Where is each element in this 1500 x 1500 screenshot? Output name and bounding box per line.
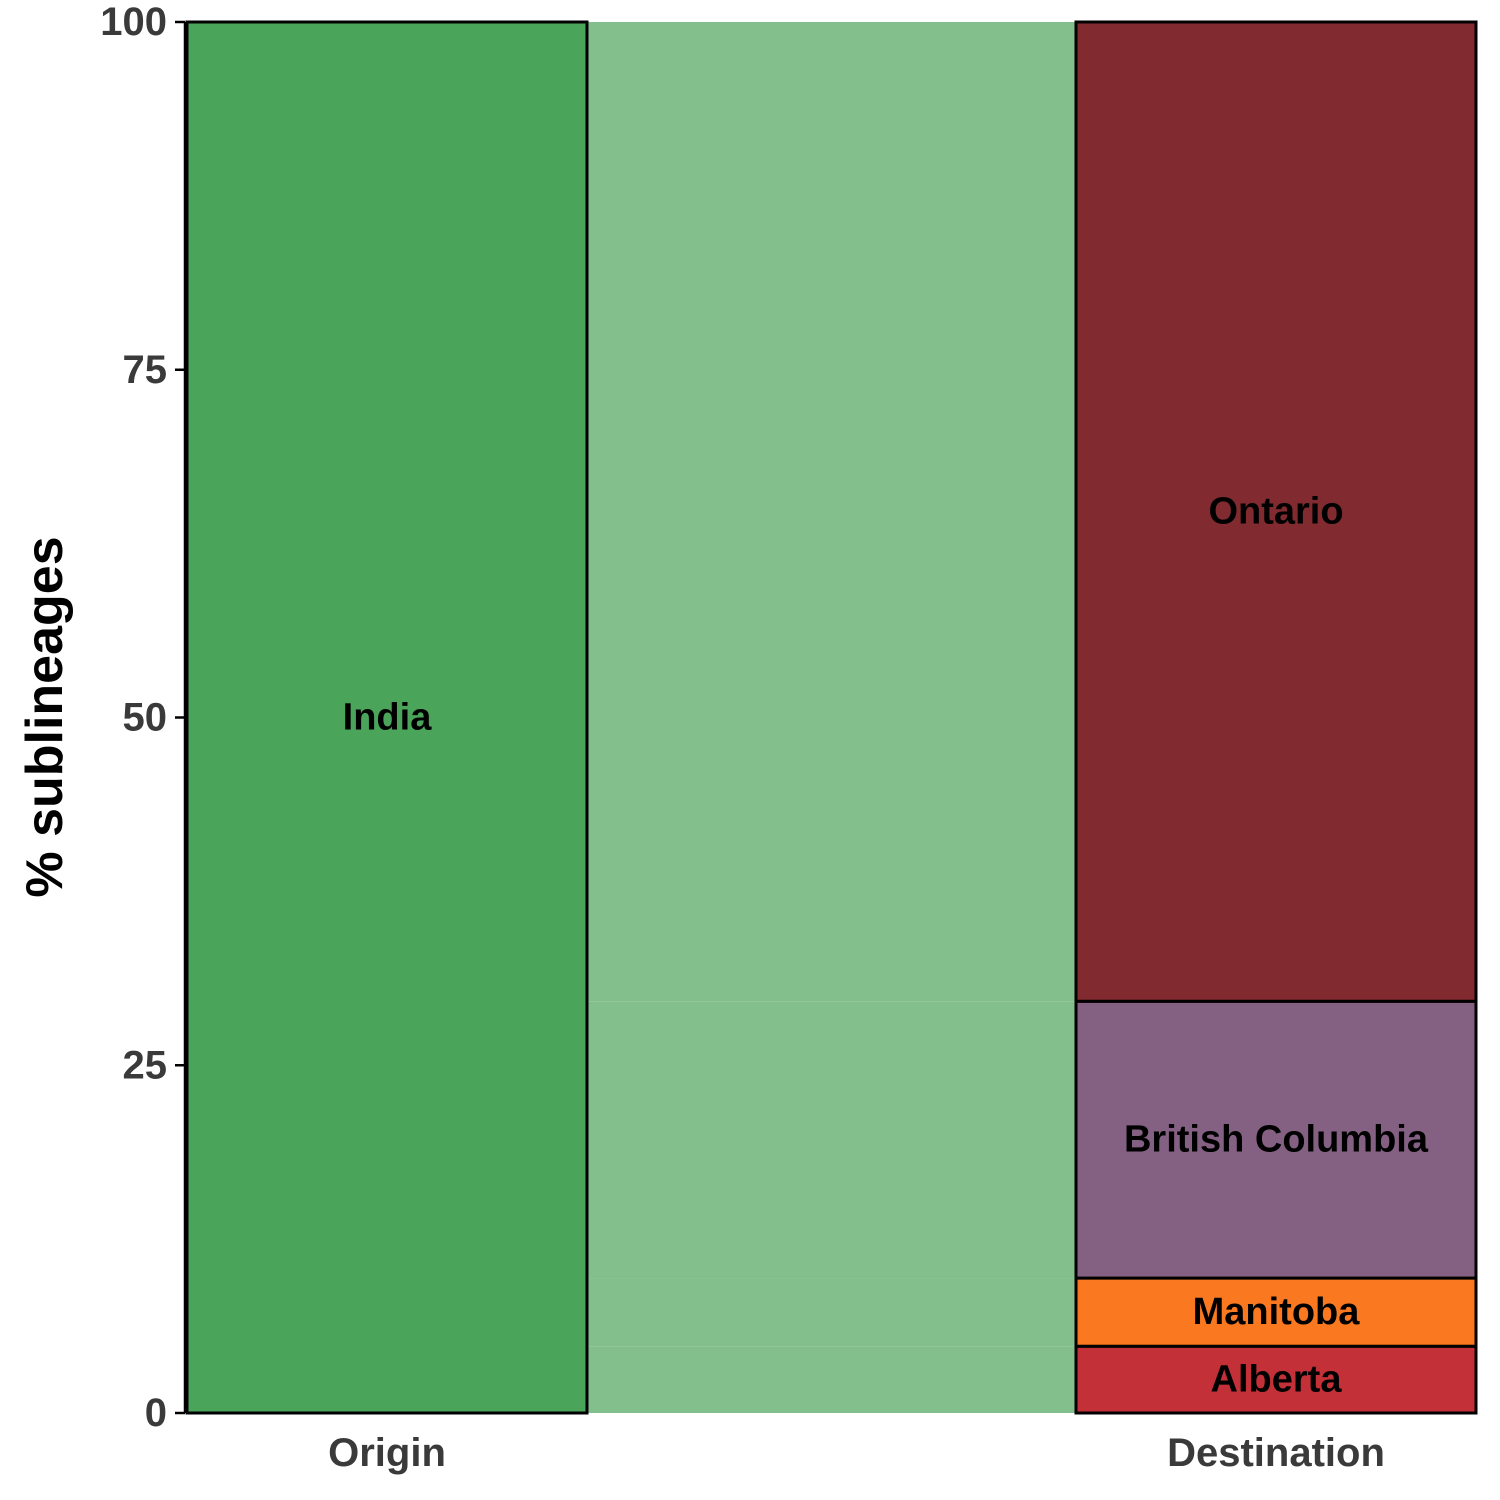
stratum-label-manitoba: Manitoba bbox=[1193, 1291, 1361, 1333]
stratum-label-alberta: Alberta bbox=[1211, 1359, 1343, 1401]
flow-alberta bbox=[587, 1346, 1076, 1413]
y-tick-label: 0 bbox=[145, 1391, 167, 1435]
y-axis: 0 25 50 75 100 bbox=[100, 0, 187, 1435]
y-tick-label: 50 bbox=[123, 696, 168, 740]
y-tick-label: 100 bbox=[100, 0, 167, 44]
stratum-manitoba bbox=[1074, 1276, 1478, 1348]
y-tick-label: 25 bbox=[123, 1043, 168, 1087]
flow-manitoba bbox=[587, 1278, 1076, 1347]
x-axis: Origin Destination bbox=[328, 1431, 1385, 1475]
x-axis-label-origin: Origin bbox=[328, 1431, 446, 1475]
y-axis-title: % sublineages bbox=[16, 536, 74, 897]
stratum-india bbox=[185, 20, 589, 1415]
strata-layer: India Alberta Manitoba British Columbia Onta… bbox=[185, 20, 1478, 1415]
flow-british-columbia bbox=[587, 1001, 1076, 1279]
stratum-label-india: India bbox=[343, 697, 433, 739]
flow-ontario bbox=[587, 22, 1076, 1002]
stratum-label-ontario: Ontario bbox=[1208, 491, 1343, 533]
y-tick-label: 75 bbox=[123, 348, 168, 392]
stratum-label-british-columbia: British Columbia bbox=[1124, 1119, 1429, 1161]
flows-layer bbox=[587, 22, 1076, 1413]
stratum-british-columbia bbox=[1074, 999, 1478, 1280]
stratum-ontario bbox=[1074, 20, 1478, 1003]
x-axis-label-destination: Destination bbox=[1167, 1431, 1385, 1475]
